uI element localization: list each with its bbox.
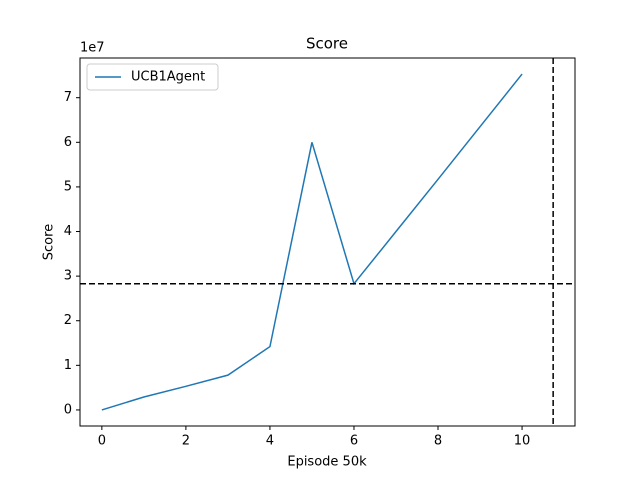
y-tick-label: 3 [64, 269, 72, 284]
x-tick-label: 4 [266, 434, 274, 449]
y-tick-label: 5 [64, 179, 72, 194]
x-tick-label: 8 [434, 434, 442, 449]
y-axis-label: Score [42, 224, 57, 260]
x-tick-label: 0 [98, 434, 106, 449]
legend-box [86, 63, 219, 91]
y-offset-label: 1e7 [80, 41, 105, 56]
y-tick-label: 0 [64, 402, 72, 417]
x-axis-label: Episode 50k [287, 455, 367, 470]
legend-label: UCB1Agent [131, 70, 205, 85]
x-tick-label: 2 [182, 434, 190, 449]
plot-frame [79, 57, 576, 427]
y-tick-label: 7 [64, 90, 72, 105]
y-tick-label: 2 [64, 313, 72, 328]
series-line [101, 73, 523, 411]
y-tick-label: 1 [64, 358, 72, 373]
y-tick-label: 4 [64, 224, 72, 239]
y-tick-label: 6 [64, 135, 72, 150]
x-tick-label: 6 [350, 434, 358, 449]
x-tick-label: 10 [514, 434, 531, 449]
chart-title: Score [306, 35, 348, 53]
